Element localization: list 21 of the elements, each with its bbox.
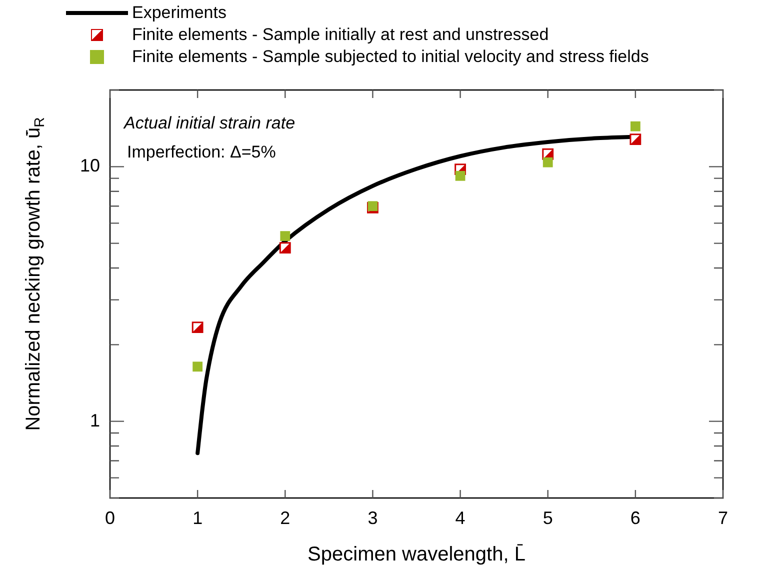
annotation: Imperfection: Δ=5%: [127, 142, 276, 162]
y-tick-label: 10: [80, 156, 100, 176]
x-axis-title: Specimen wavelength, L̄: [308, 543, 526, 566]
point: [630, 121, 640, 132]
x-tick-label: 2: [280, 508, 290, 528]
legend-label: Experiments: [132, 2, 226, 24]
legend-label: Finite elements - Sample initially at rest and unstressed: [132, 24, 549, 46]
y-axis-title: Normalized necking growth rate, ū̇R: [22, 117, 47, 431]
point: [280, 231, 290, 241]
point: [455, 170, 466, 181]
point: [542, 157, 553, 168]
x-tick-label: 6: [630, 508, 640, 528]
legend-label: Finite elements - Sample subjected to initial velocity and stress fields: [132, 46, 649, 68]
x-tick-label: 7: [718, 508, 728, 528]
x-tick-label: 0: [104, 508, 116, 528]
x-tick-label: 4: [455, 508, 466, 528]
annotation: Actual initial strain rate: [123, 114, 296, 133]
x-tick-label: 5: [542, 508, 553, 528]
point: [192, 362, 203, 372]
x-tick-label: 1: [192, 508, 203, 528]
x-tick-label: 3: [368, 508, 378, 528]
